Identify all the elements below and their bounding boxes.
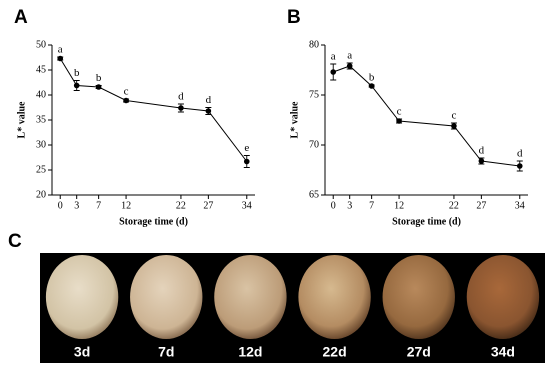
y-tick-label: 35 [36,114,46,125]
y-tick-label: 25 [36,164,46,175]
significance-letter: e [244,142,249,154]
x-tick-label: 3 [74,200,79,211]
y-tick-label: 20 [36,189,46,200]
significance-letter: d [479,145,485,157]
photo-background [40,253,545,363]
panel-label: C [8,231,22,252]
mushroom-photo [130,255,203,339]
y-tick-label: 75 [309,89,319,100]
x-tick-label: 27 [203,200,213,211]
y-axis-title: L* value [289,101,300,139]
line-chart: A 20 25 30 35 40 45 50 0 3 7 12 22 27 34 Storage time (… [14,7,255,227]
x-tick-label: 22 [176,200,186,211]
significance-letter: d [517,148,523,160]
photo-caption: 34d [491,344,515,360]
photo-caption: 7d [158,344,174,360]
y-tick-label: 80 [309,39,319,50]
data-point [178,105,184,111]
data-point [396,118,402,124]
y-axis-title: L* value [16,101,27,139]
x-axis-title: Storage time (d) [392,216,461,227]
mushroom-photo [382,255,455,339]
y-tick-label: 50 [36,39,46,50]
data-point [243,158,250,165]
photo-caption: 3d [74,344,90,360]
significance-letter: a [331,51,336,63]
panel-label: B [287,7,301,28]
data-point [205,108,212,114]
data-point [368,83,375,89]
mushroom-photo [45,255,119,339]
data-point [57,55,64,62]
data-point [95,84,102,90]
x-tick-label: 12 [394,200,404,211]
x-tick-label: 34 [515,200,525,211]
x-tick-label: 34 [242,200,252,211]
x-tick-label: 0 [58,200,63,211]
data-point [346,63,353,69]
data-line [333,65,520,167]
data-point [478,158,485,164]
line-chart: B 65 70 75 80 0 3 7 12 22 27 34 Storage time (d) L* v… [287,7,528,227]
x-tick-label: 7 [369,200,374,211]
data-line [59,58,248,162]
significance-letter: d [206,94,212,106]
x-tick-label: 27 [476,200,486,211]
x-tick-label: 3 [347,200,352,211]
photo-caption: 22d [323,344,347,360]
significance-letter: c [451,110,456,122]
x-tick-label: 0 [331,200,336,211]
data-point [73,82,80,89]
mushroom-photo [214,255,287,339]
y-tick-label: 40 [36,89,46,100]
y-tick-label: 45 [36,64,46,75]
y-tick-label: 30 [36,139,46,150]
significance-letter: a [58,44,63,56]
data-point [123,97,129,104]
significance-letter: c [397,106,402,118]
x-tick-label: 7 [96,200,101,211]
panel-label: A [14,7,28,28]
data-point [451,123,457,129]
photo-caption: 27d [407,344,431,360]
x-axis-title: Storage time (d) [119,216,188,227]
mushroom-photo [298,255,371,339]
mushroom-photo [466,255,540,339]
x-tick-label: 12 [121,200,131,211]
significance-letter: a [347,50,352,62]
significance-letter: d [178,91,184,103]
photo-caption: 12d [238,344,262,360]
data-point [516,163,523,169]
significance-letter: b [369,72,375,84]
y-tick-label: 70 [309,139,319,150]
significance-letter: b [74,67,80,79]
photo-panel: C 3d 7d 12d 22d 27d 34d [8,231,545,363]
significance-letter: c [124,86,129,98]
data-point [330,69,337,75]
y-tick-label: 65 [309,189,319,200]
x-tick-label: 22 [449,200,459,211]
significance-letter: b [96,72,102,84]
